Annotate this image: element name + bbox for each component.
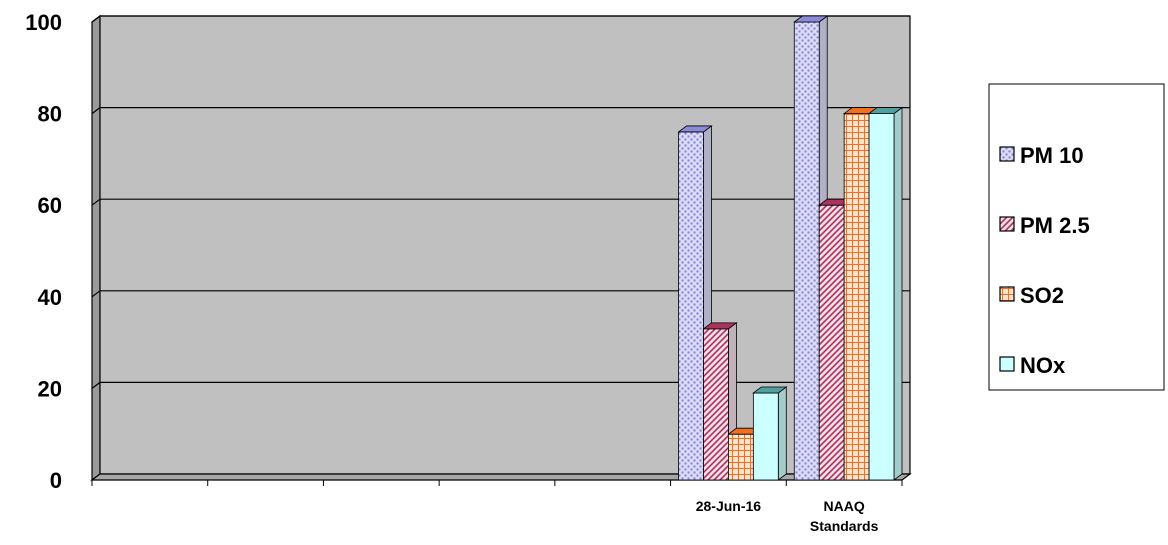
y-tick-label: 60 — [38, 193, 62, 218]
legend-swatch — [999, 286, 1015, 302]
y-tick-label: 0 — [50, 468, 62, 493]
legend-item: NOx — [999, 353, 1066, 378]
gridline — [91, 290, 910, 298]
legend: PM 10 PM 2.5 SO2 NOx — [988, 83, 1165, 391]
x-tick-label: 28-Jun-16 — [696, 498, 762, 514]
bar — [867, 106, 904, 481]
gridline — [91, 198, 910, 206]
legend-label: NOx — [1020, 353, 1066, 378]
legend-item: PM 2.5 — [999, 213, 1090, 238]
y-tick-label: 100 — [25, 10, 62, 35]
legend-swatch — [999, 216, 1015, 232]
legend-label: SO2 — [1020, 283, 1064, 308]
legend-label: PM 10 — [1020, 143, 1084, 168]
y-tick-label: 20 — [38, 376, 62, 401]
gridlines — [91, 15, 910, 389]
y-tick-label: 80 — [38, 102, 62, 127]
y-axis-ticks: 0 20 40 60 80 100 — [25, 10, 62, 493]
bar — [702, 322, 738, 481]
x-tick-label: NAAQ — [824, 498, 865, 514]
gridline — [91, 381, 910, 389]
bars — [677, 15, 904, 481]
legend-swatch — [999, 356, 1015, 372]
gridline — [91, 15, 910, 23]
x-axis-ticks: 28-Jun-16 NAAQ Standards — [91, 480, 903, 534]
legend-item: SO2 — [999, 283, 1064, 308]
gridline — [91, 106, 910, 115]
bar — [677, 125, 713, 481]
legend-box — [988, 83, 1165, 391]
legend-label: PM 2.5 — [1020, 213, 1090, 238]
bar — [793, 15, 829, 481]
legend-item: PM 10 — [999, 143, 1084, 168]
y-tick-label: 40 — [38, 285, 62, 310]
legend-swatch — [999, 146, 1015, 162]
plot-walls — [90, 14, 912, 482]
x-tick-label: Standards — [810, 518, 879, 534]
bar — [752, 386, 788, 481]
